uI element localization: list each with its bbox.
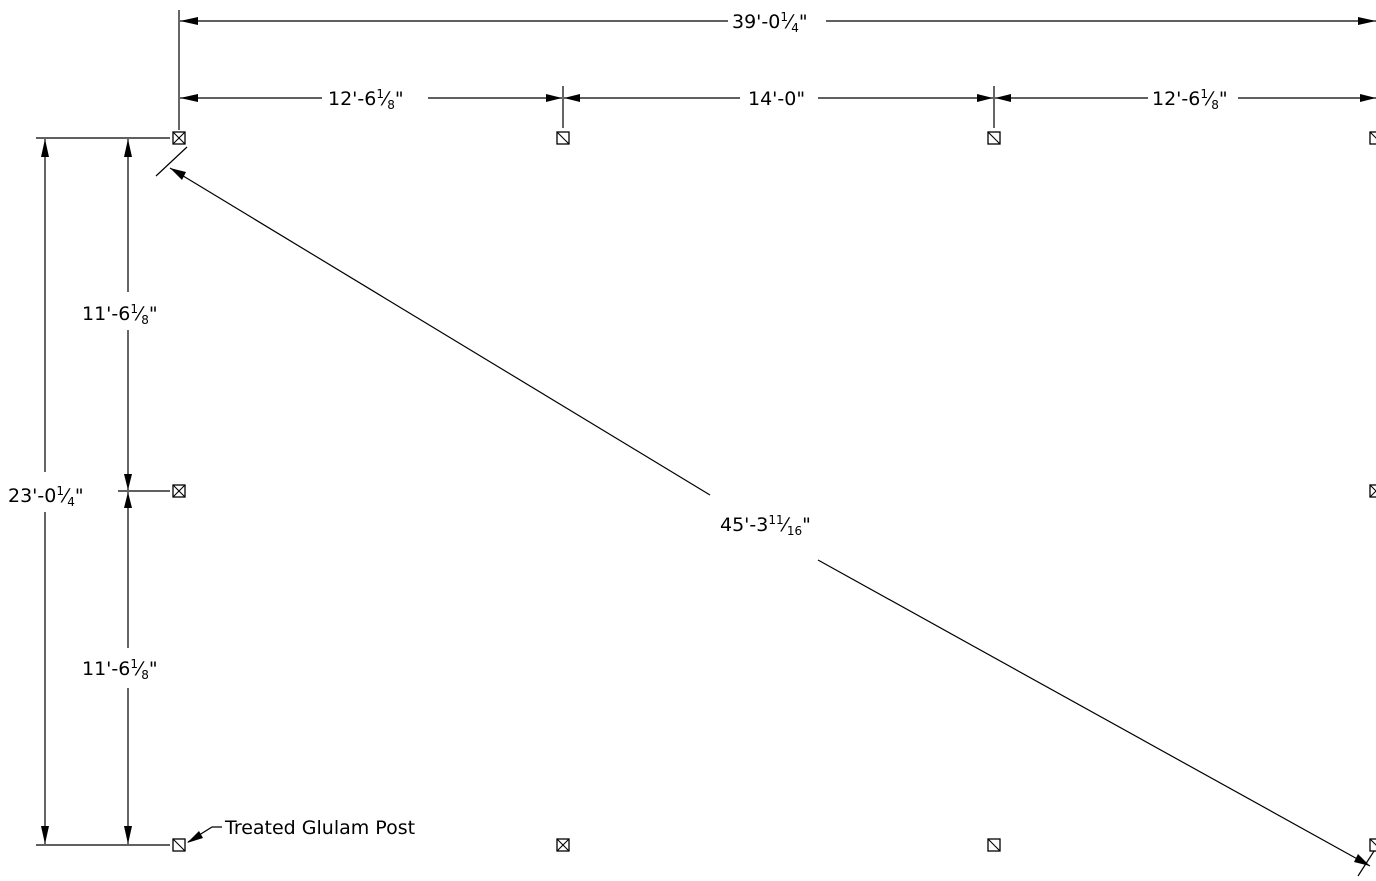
diagonal-dimension: 45'-311⁄16" bbox=[155, 146, 1376, 877]
arrowhead bbox=[564, 94, 580, 102]
arrowhead bbox=[41, 826, 49, 844]
post-marker bbox=[172, 838, 186, 852]
post-marker bbox=[987, 131, 1001, 145]
post-marker bbox=[1369, 131, 1376, 145]
overall-depth-dimension: 23'-01⁄4" bbox=[8, 139, 84, 844]
arrowhead bbox=[995, 94, 1011, 102]
extension-lines bbox=[36, 10, 995, 846]
post-marker bbox=[172, 484, 186, 498]
arrowhead bbox=[180, 94, 198, 102]
arrowhead bbox=[546, 94, 562, 102]
side-dimensions: 11'-61⁄8" 11'-61⁄8" bbox=[82, 139, 158, 844]
arrowhead bbox=[124, 826, 132, 844]
arrowhead bbox=[124, 492, 132, 508]
post-marker bbox=[172, 131, 186, 145]
side-lower-label: 11'-61⁄8" bbox=[82, 657, 158, 682]
arrowhead bbox=[170, 168, 186, 180]
post-marker bbox=[556, 131, 570, 145]
leader-arrowhead bbox=[187, 831, 203, 843]
arrowhead bbox=[1358, 17, 1376, 25]
callout-label: Treated Glulam Post bbox=[224, 817, 415, 839]
post-marker bbox=[1369, 484, 1376, 498]
overall-depth-label: 23'-01⁄4" bbox=[8, 484, 84, 509]
bay-dimensions: 12'-61⁄8" 14'-0" 12'-61⁄8" bbox=[180, 87, 1376, 112]
post-callout: Treated Glulam Post bbox=[187, 817, 415, 843]
overall-width-label: 39'-01⁄4" bbox=[732, 10, 808, 35]
posts bbox=[172, 131, 1376, 852]
post-marker bbox=[1369, 838, 1376, 852]
side-upper-label: 11'-61⁄8" bbox=[82, 302, 158, 327]
bay-right-label: 12'-61⁄8" bbox=[1152, 87, 1228, 112]
bay-left-label: 12'-61⁄8" bbox=[328, 87, 404, 112]
arrowhead bbox=[124, 139, 132, 157]
arrowhead bbox=[977, 94, 993, 102]
arrowhead bbox=[180, 17, 198, 25]
arrowhead bbox=[41, 139, 49, 157]
arrowhead bbox=[124, 474, 132, 490]
diagonal-label: 45'-311⁄16" bbox=[720, 513, 811, 538]
post-marker bbox=[987, 838, 1001, 852]
overall-width-dimension: 39'-01⁄4" bbox=[180, 10, 1376, 35]
post-marker bbox=[556, 838, 570, 852]
bay-middle-label: 14'-0" bbox=[748, 88, 805, 110]
arrowhead bbox=[1354, 854, 1370, 866]
arrowhead bbox=[1360, 94, 1376, 102]
